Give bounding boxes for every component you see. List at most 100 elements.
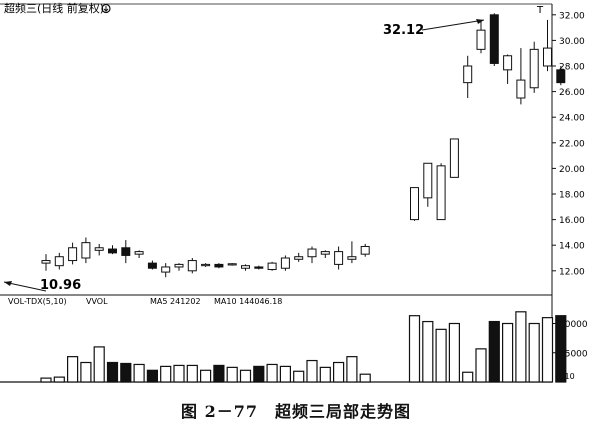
volume-bar [279, 365, 291, 383]
candle-body [81, 242, 91, 259]
circle-arrow-icon[interactable] [101, 3, 111, 14]
volume-title: VOL-TDX(5,10) [8, 297, 67, 306]
volume-bar [213, 364, 225, 383]
candle [201, 263, 211, 267]
candle-body [307, 248, 317, 258]
candle [214, 263, 224, 269]
candle [54, 252, 64, 270]
candle [543, 19, 552, 72]
candle-body [94, 247, 104, 251]
candle [320, 250, 330, 258]
candle [463, 55, 473, 98]
volume-bars [40, 311, 567, 383]
volume-unit-label: X10 [559, 372, 575, 381]
candle [187, 258, 197, 274]
volume-bar [555, 315, 567, 383]
volume-bar [475, 348, 487, 383]
volume-bar [346, 356, 358, 383]
candle-body [227, 263, 237, 266]
candle-body [187, 260, 197, 272]
candle [227, 263, 237, 266]
candle [334, 246, 344, 270]
price-tick-label: 22.00 [559, 139, 585, 149]
candle-body [41, 260, 51, 264]
volume-bar [93, 346, 105, 383]
candle-body [489, 14, 499, 64]
candle-body [503, 55, 513, 71]
volume-bar [53, 376, 65, 383]
candle-body [556, 69, 566, 84]
candle-body [161, 266, 171, 273]
volume-ma5: MA5 241202 [150, 297, 201, 306]
volume-tick-label: 30000 [559, 320, 588, 330]
volume-bar [502, 322, 514, 383]
price-tick-label: 30.00 [559, 37, 585, 47]
candle [68, 242, 78, 265]
candle-body [476, 29, 486, 50]
candle-body [147, 262, 157, 269]
candle [489, 13, 499, 66]
candle-body [134, 251, 144, 255]
volume-bar [319, 366, 331, 383]
volume-bar [133, 363, 145, 383]
candle-body [267, 262, 277, 271]
volume-bar [435, 328, 447, 383]
candle-body [201, 263, 211, 267]
volume-bar [448, 322, 460, 383]
candle-body [121, 247, 131, 256]
volume-bar [120, 362, 132, 383]
candle-body [280, 257, 290, 269]
candle [94, 243, 104, 256]
volume-bar [359, 373, 371, 383]
candle-body [347, 256, 357, 260]
candle [134, 250, 144, 258]
high-price-arrow [421, 19, 485, 31]
candle-body [543, 47, 552, 67]
candle-body [214, 263, 224, 268]
candle [174, 263, 184, 271]
price-tick-label: 20.00 [559, 165, 585, 175]
candle [476, 21, 486, 54]
volume-vvol: VVOL [86, 297, 108, 306]
candle-body [449, 138, 459, 178]
candle [556, 66, 566, 86]
volume-bar [528, 322, 540, 383]
volume-bar [66, 356, 79, 383]
candle [41, 254, 51, 271]
volume-bar [160, 365, 172, 383]
corner-mark: T [536, 5, 544, 16]
volume-bar [462, 371, 474, 383]
price-tick-label: 28.00 [559, 63, 585, 73]
candle [347, 241, 357, 264]
price-tick-label: 14.00 [559, 242, 585, 252]
chart-title: 超频三(日线 前复权) [4, 1, 104, 15]
candle [307, 246, 317, 264]
volume-bar [266, 363, 278, 383]
candle [449, 138, 459, 178]
volume-bar [306, 359, 318, 383]
candle-body [334, 251, 344, 265]
volume-bar [173, 364, 185, 383]
volume-bar [80, 361, 92, 383]
candle-body [174, 263, 184, 268]
volume-bar [146, 369, 158, 383]
volume-bar [541, 317, 554, 383]
volume-bar [40, 377, 52, 383]
candles [41, 13, 566, 278]
candle [529, 41, 539, 93]
volume-bar [239, 369, 252, 383]
price-tick-label: 18.00 [559, 191, 585, 201]
price-tick-label: 32.00 [559, 11, 585, 21]
volume-bar [106, 361, 119, 383]
high-arrow-head [476, 19, 484, 24]
candle [108, 245, 117, 255]
candle [280, 255, 290, 271]
candle [254, 265, 264, 270]
candle-body [254, 266, 264, 269]
candle [294, 252, 304, 262]
candle [436, 163, 446, 221]
volume-bar [293, 370, 305, 383]
candle [121, 240, 131, 264]
price-tick-label: 12.00 [559, 267, 585, 277]
low-price-label: 10.96 [40, 278, 81, 293]
